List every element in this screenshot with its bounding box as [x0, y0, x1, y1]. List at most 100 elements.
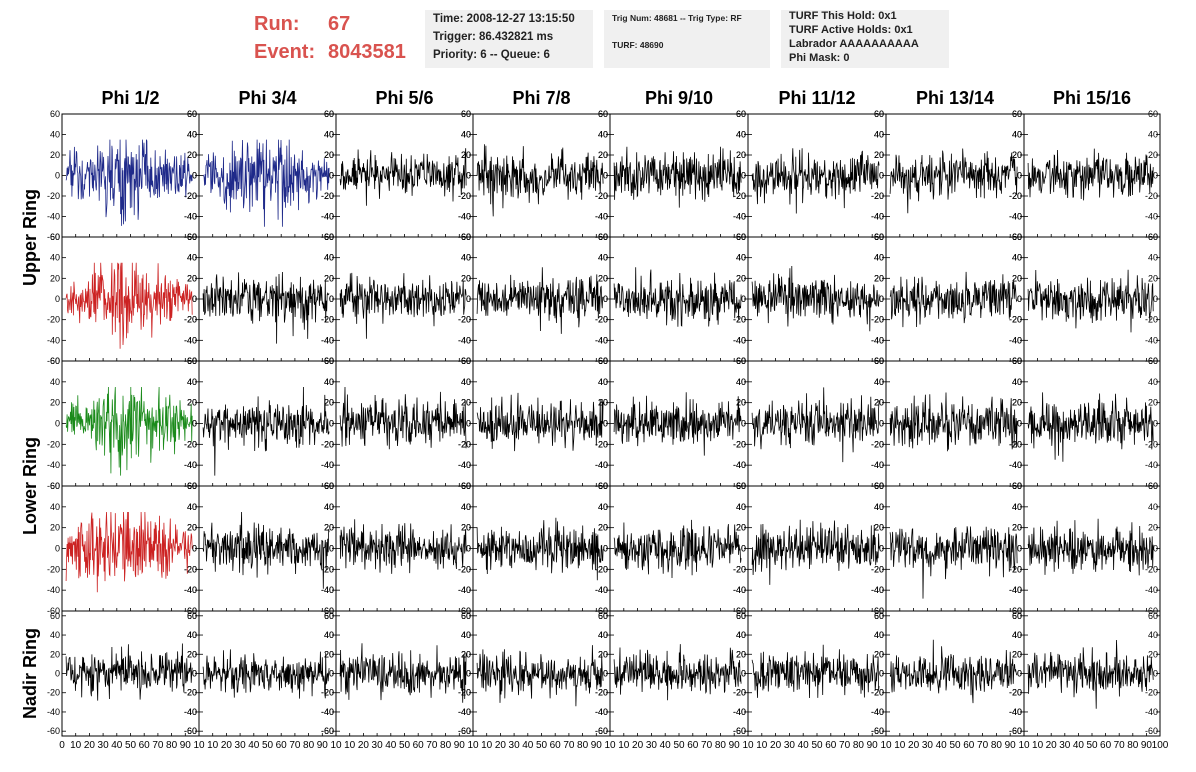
y-tick-label-right: -20: [1145, 564, 1158, 574]
y-tick-label-right: 0: [466, 669, 471, 679]
x-tick-label: 30: [922, 740, 934, 751]
y-tick-label-right: 60: [736, 232, 746, 242]
y-tick-label: 0: [466, 171, 471, 181]
y-tick-label: 20: [50, 273, 60, 283]
y-tick-label-right: -20: [458, 315, 471, 325]
y-tick-label-right: 0: [466, 419, 471, 429]
y-tick-label: 0: [55, 294, 60, 304]
waveform-trace: [339, 272, 467, 339]
x-tick-label: 80: [853, 740, 865, 751]
waveform-trace: [65, 262, 193, 349]
y-tick-label: 20: [874, 273, 884, 283]
y-tick-label: -40: [733, 335, 746, 345]
y-tick-label-right: 0: [741, 544, 746, 554]
y-tick-label-right: 0: [741, 419, 746, 429]
y-tick-label-right: 60: [1148, 611, 1158, 621]
y-tick-label: 20: [461, 649, 471, 659]
y-tick-label: 0: [1017, 171, 1022, 181]
y-tick-label-right: 60: [598, 232, 608, 242]
y-tick-label: -20: [733, 439, 746, 449]
y-tick-label-right: -40: [871, 335, 884, 345]
y-tick-label: 60: [598, 481, 608, 491]
y-tick-label-right: -20: [733, 564, 746, 574]
x-tick-label: 60: [825, 740, 837, 751]
y-tick-label-right: 60: [874, 611, 884, 621]
y-tick-label: 40: [461, 377, 471, 387]
y-tick-label-right: -40: [871, 460, 884, 470]
y-tick-label-right: 0: [192, 419, 197, 429]
y-tick-label-right: -20: [184, 439, 197, 449]
y-tick-label-right: 20: [736, 523, 746, 533]
x-tick-label: 60: [139, 740, 151, 751]
y-tick-label-right: 0: [603, 669, 608, 679]
y-tick-label-right: -20: [733, 315, 746, 325]
y-tick-label-right: -40: [1145, 212, 1158, 222]
y-tick-label: 60: [50, 356, 60, 366]
y-tick-label: 40: [1012, 130, 1022, 140]
y-tick-label-right: 0: [329, 294, 334, 304]
y-tick-label-right: 60: [324, 356, 334, 366]
y-tick-label: 40: [187, 130, 197, 140]
y-tick-label-right: -40: [595, 335, 608, 345]
y-tick-label: 0: [192, 171, 197, 181]
y-tick-label: 60: [324, 611, 334, 621]
x-tick-label: 90: [317, 740, 329, 751]
waveform-trace: [889, 148, 1018, 214]
x-tick-label: 50: [811, 740, 823, 751]
y-tick-label: 0: [466, 294, 471, 304]
y-tick-label-right: -40: [184, 212, 197, 222]
trig-num-text: Trig Num: 48681 -- Trig Type: RF: [612, 13, 742, 23]
y-tick-label-right: -20: [595, 191, 608, 201]
y-tick-label-right: 40: [1012, 502, 1022, 512]
y-tick-label-right: -40: [184, 335, 197, 345]
x-tick-label: 70: [152, 740, 164, 751]
y-tick-label: 60: [598, 109, 608, 119]
y-tick-label: -40: [458, 707, 471, 717]
y-tick-label: 60: [324, 356, 334, 366]
y-tick-label: 0: [603, 669, 608, 679]
y-tick-label: -20: [871, 191, 884, 201]
y-tick-label-right: 40: [187, 253, 197, 263]
y-tick-label-right: 20: [874, 649, 884, 659]
y-tick-label: 40: [187, 377, 197, 387]
y-tick-label: 40: [874, 377, 884, 387]
y-tick-label-right: 0: [1017, 171, 1022, 181]
y-tick-label-right: -60: [871, 726, 884, 736]
y-tick-label-right: 40: [324, 502, 334, 512]
y-tick-label: 0: [192, 294, 197, 304]
y-tick-label: 0: [603, 544, 608, 554]
y-tick-label-right: -40: [458, 212, 471, 222]
y-tick-label: -40: [871, 707, 884, 717]
y-tick-label-right: -20: [1145, 191, 1158, 201]
y-tick-label: -20: [321, 439, 334, 449]
y-tick-label: -20: [321, 191, 334, 201]
trigger-text: Trigger: 86.432821 ms: [433, 31, 554, 43]
y-tick-label: 20: [461, 150, 471, 160]
y-tick-label-right: 0: [1153, 419, 1158, 429]
y-tick-label-right: -40: [1009, 460, 1022, 470]
y-tick-label: 60: [50, 611, 60, 621]
y-tick-label-right: 20: [187, 649, 197, 659]
y-tick-label: -20: [458, 439, 471, 449]
y-tick-label: -40: [47, 585, 60, 595]
x-tick-label: 50: [125, 740, 137, 751]
x-tick-label: 50: [949, 740, 961, 751]
y-tick-label: 60: [187, 611, 197, 621]
y-tick-label-right: 0: [1017, 544, 1022, 554]
y-tick-label-right: 20: [461, 273, 471, 283]
y-tick-label: 0: [466, 419, 471, 429]
event-label: Event:: [254, 41, 316, 63]
y-tick-label: 0: [466, 669, 471, 679]
y-tick-label-right: -20: [595, 688, 608, 698]
y-tick-label-right: 60: [187, 109, 197, 119]
waveform-panel-r5-c1: 60 60 40 40 20 20 0 0 -20 -20 -40 -40 -60 -60: [47, 610, 200, 737]
y-tick-label: -20: [595, 439, 608, 449]
y-tick-label-right: 40: [736, 253, 746, 263]
x-tick-label: 50: [1086, 740, 1098, 751]
x-tick-label: 40: [111, 740, 123, 751]
